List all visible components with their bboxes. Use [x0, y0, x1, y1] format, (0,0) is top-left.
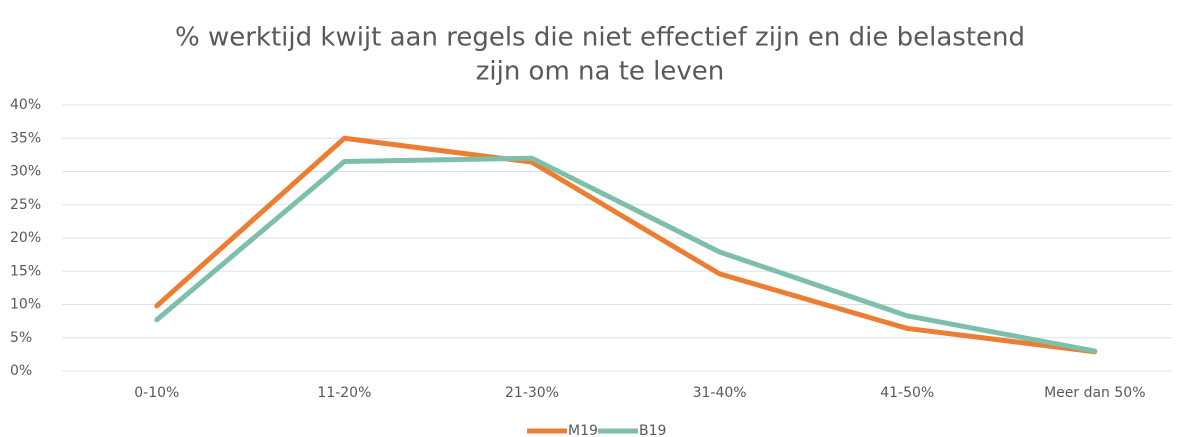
y-tick-label: 5%	[10, 330, 32, 346]
chart-title: zijn om na te leven	[476, 57, 725, 87]
y-tick-label: 35%	[10, 130, 41, 146]
x-tick-label: Meer dan 50%	[1044, 385, 1145, 401]
x-tick-label: 31-40%	[693, 385, 747, 401]
y-tick-label: 25%	[10, 197, 41, 213]
legend-label: M19	[568, 423, 598, 437]
line-series	[154, 155, 1098, 354]
y-tick-label: 30%	[10, 164, 41, 180]
y-tick-label: 40%	[10, 97, 41, 113]
y-tick-label: 15%	[10, 263, 41, 279]
y-tick-label: 10%	[10, 297, 41, 313]
x-tick-label: 0-10%	[134, 385, 179, 401]
x-tick-label: 41-50%	[880, 385, 934, 401]
x-tick-label: 11-20%	[317, 385, 371, 401]
legend-label: B19	[639, 423, 666, 437]
line-series	[154, 135, 1098, 355]
y-tick-label: 20%	[10, 230, 41, 246]
y-tick-label: 0%	[10, 363, 32, 379]
chart-title: % werktijd kwijt aan regels die niet eff…	[175, 23, 1025, 53]
x-tick-label: 21-30%	[505, 385, 559, 401]
